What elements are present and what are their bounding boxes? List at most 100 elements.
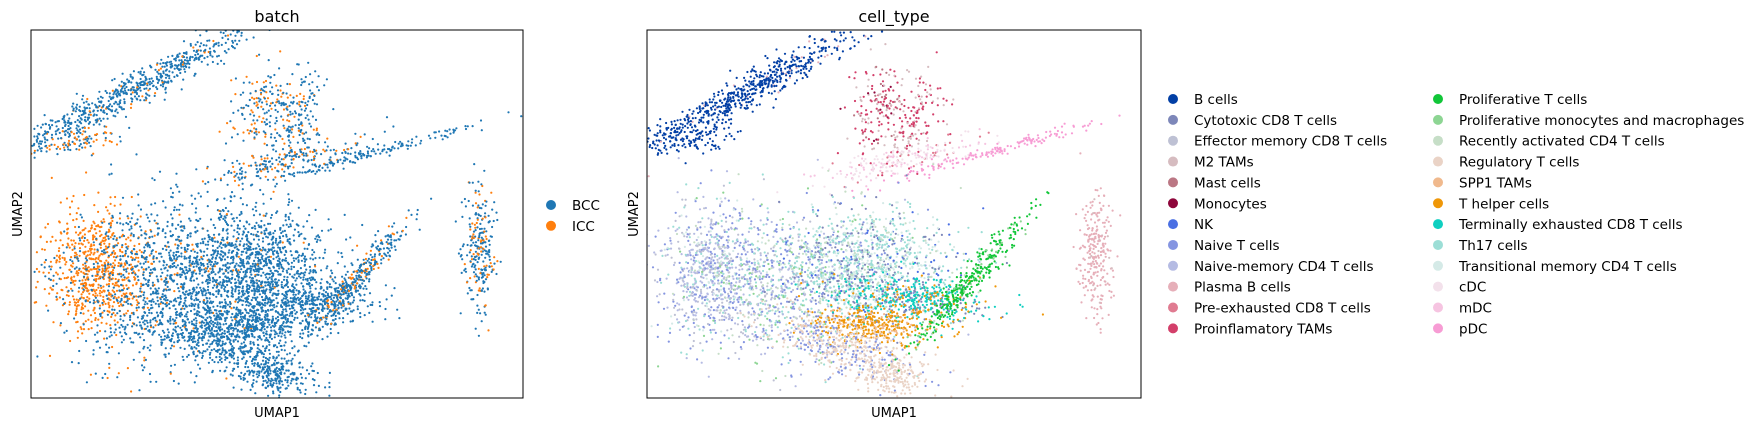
data-point (236, 159, 239, 162)
data-point (258, 100, 261, 103)
data-point (75, 272, 78, 275)
data-point (263, 97, 266, 100)
data-point (492, 219, 495, 223)
data-point (195, 375, 198, 378)
data-point (282, 235, 285, 238)
data-point (276, 89, 280, 92)
data-point (109, 131, 112, 135)
data-point (288, 165, 291, 168)
data-point (248, 247, 251, 250)
data-point (43, 136, 46, 139)
data-point (224, 275, 227, 278)
data-point (125, 238, 128, 241)
data-point (147, 89, 150, 92)
data-point (247, 231, 250, 234)
data-point (200, 60, 203, 63)
data-point (97, 191, 100, 194)
data-point (386, 147, 390, 151)
data-point (112, 286, 115, 289)
data-point (240, 166, 243, 170)
data-point (270, 133, 273, 136)
data-point (119, 265, 122, 268)
data-point (480, 239, 483, 242)
data-point (178, 213, 181, 216)
data-point (95, 133, 99, 136)
data-point (254, 161, 257, 164)
data-point (251, 96, 254, 99)
data-point (297, 260, 300, 263)
data-point (182, 40, 186, 43)
data-point (80, 283, 83, 286)
data-point (122, 287, 126, 290)
data-point (277, 252, 280, 255)
data-point (288, 83, 291, 86)
data-point (253, 136, 256, 139)
data-point (35, 140, 39, 143)
data-point (195, 286, 198, 289)
data-point (383, 130, 386, 133)
data-point (109, 224, 112, 227)
data-point (186, 311, 189, 314)
data-point (169, 372, 172, 375)
data-point (92, 140, 95, 143)
data-point (181, 291, 185, 294)
data-point (95, 114, 98, 117)
data-point (256, 338, 259, 341)
data-point (275, 119, 278, 123)
data-point (473, 275, 476, 278)
data-point (299, 276, 302, 279)
data-point (270, 278, 273, 281)
data-point (23, 153, 25, 155)
data-point (359, 294, 362, 297)
data-point (180, 252, 183, 255)
data-point (102, 239, 105, 243)
data-point (277, 279, 280, 282)
data-point (486, 288, 489, 291)
data-point (272, 241, 275, 244)
data-point (287, 225, 290, 228)
data-point (55, 261, 58, 264)
data-point (183, 68, 186, 71)
data-point (220, 284, 223, 287)
data-point (215, 262, 218, 265)
data-point (231, 41, 235, 44)
data-point (84, 305, 87, 308)
data-point (145, 256, 148, 259)
data-point (211, 320, 215, 323)
data-point (139, 99, 142, 102)
data-point (142, 268, 145, 271)
data-point (252, 214, 256, 217)
data-point (223, 197, 226, 200)
data-point (241, 182, 244, 185)
data-point (90, 247, 93, 251)
data-point (304, 290, 307, 293)
data-point (269, 298, 272, 301)
data-point (484, 216, 487, 219)
data-point (474, 241, 478, 244)
data-point (73, 275, 76, 278)
data-point (198, 268, 201, 271)
data-point (201, 294, 204, 297)
data-point (199, 217, 202, 220)
data-point (258, 301, 261, 304)
data-point (55, 147, 58, 150)
data-point (156, 214, 159, 217)
data-point (253, 292, 256, 295)
data-point (304, 307, 307, 311)
data-point (256, 256, 260, 260)
data-point (261, 280, 264, 283)
data-point (302, 154, 305, 157)
data-point (83, 126, 86, 130)
data-point (36, 124, 39, 127)
data-point (265, 235, 268, 238)
data-point (245, 204, 248, 207)
data-point (305, 300, 308, 303)
data-point (275, 305, 278, 308)
data-point (135, 153, 138, 156)
data-point (286, 276, 289, 279)
data-point (225, 276, 229, 279)
data-point (308, 285, 312, 288)
data-point (72, 298, 76, 301)
data-point (119, 255, 122, 258)
data-point (221, 340, 224, 343)
